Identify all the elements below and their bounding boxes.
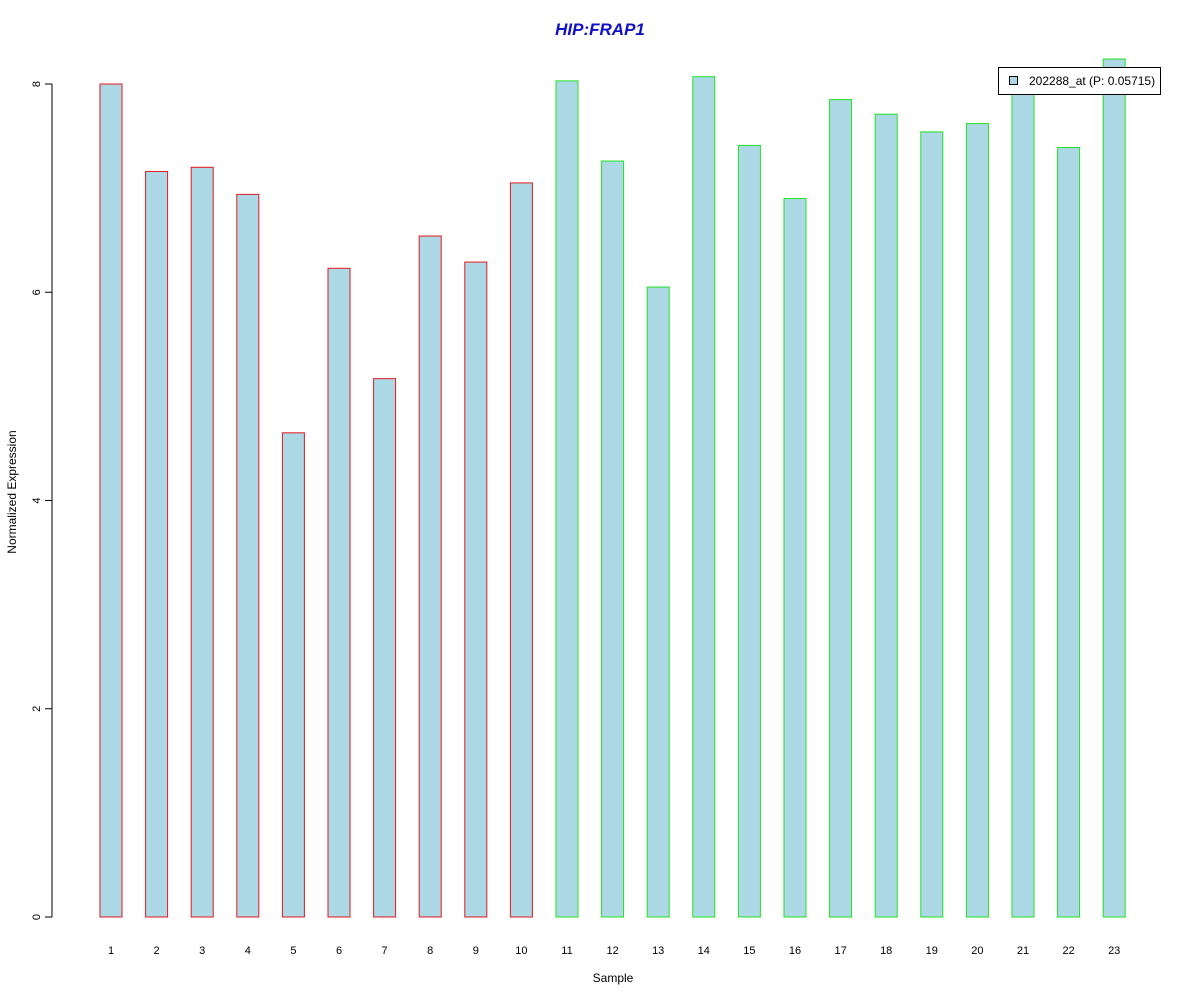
- x-tick-label: 23: [1108, 945, 1120, 957]
- bar-sample-12: [601, 160, 625, 918]
- x-tick-label: 13: [652, 945, 664, 957]
- y-tick-label: 2: [31, 706, 43, 712]
- x-tick-label: 20: [971, 945, 983, 957]
- bar-sample-5: [281, 432, 305, 918]
- y-tick-label: 4: [31, 497, 43, 503]
- x-tick-label: 12: [606, 945, 618, 957]
- x-tick-label: 3: [199, 945, 205, 957]
- bar-sample-20: [965, 123, 989, 918]
- y-tick-label: 0: [31, 914, 43, 920]
- bar-sample-15: [737, 144, 761, 918]
- bar-sample-18: [874, 113, 898, 918]
- bar-sample-11: [555, 80, 579, 918]
- bar-sample-21: [1011, 93, 1035, 918]
- bar-sample-9: [464, 261, 488, 918]
- x-tick-label: 16: [789, 945, 801, 957]
- x-tick-label: 15: [743, 945, 755, 957]
- bar-sample-7: [373, 378, 397, 918]
- x-tick-label: 10: [515, 945, 527, 957]
- legend-entry: 202288_at (P: 0.05715): [1029, 74, 1156, 88]
- x-tick-label: 14: [698, 945, 710, 957]
- y-axis: 0 2 4 6 8: [31, 81, 53, 920]
- legend-swatch: [1009, 76, 1018, 85]
- x-tick-label: 6: [336, 945, 342, 957]
- x-axis-label: Sample: [592, 971, 634, 985]
- x-tick-label: 9: [473, 945, 479, 957]
- x-tick-label: 22: [1062, 945, 1074, 957]
- x-tick-label: 1: [108, 945, 114, 957]
- bar-sample-14: [692, 76, 716, 918]
- x-tick-label: 19: [926, 945, 938, 957]
- bar-sample-10: [509, 182, 533, 918]
- x-tick-label: 4: [245, 945, 251, 957]
- bar-sample-8: [418, 235, 442, 918]
- bar-sample-6: [327, 267, 351, 918]
- x-tick-label: 2: [154, 945, 160, 957]
- chart-title: HIP:FRAP1: [555, 20, 645, 39]
- bar-sample-13: [646, 286, 670, 918]
- bar-sample-1: [99, 83, 123, 918]
- bar-sample-23: [1102, 58, 1126, 918]
- bar-sample-17: [829, 99, 853, 918]
- y-tick-label: 8: [31, 81, 43, 87]
- x-tick-label: 17: [834, 945, 846, 957]
- bars: [99, 58, 1126, 918]
- x-tick-label: 7: [382, 945, 388, 957]
- x-tick-label: 5: [290, 945, 296, 957]
- bar-sample-2: [145, 170, 169, 918]
- x-tick-labels: 1 2 3 4 5 6 7 8 9 10 11 12 13 14 15 16 17 18 19 20 21 22 23: [108, 945, 1120, 957]
- bar-sample-22: [1057, 147, 1081, 918]
- legend: 202288_at (P: 0.05715): [998, 67, 1161, 95]
- bar-sample-19: [920, 131, 944, 918]
- x-tick-label: 8: [427, 945, 433, 957]
- x-tick-label: 21: [1017, 945, 1029, 957]
- bar-sample-3: [190, 166, 214, 918]
- x-tick-label: 11: [561, 945, 572, 957]
- bar-sample-4: [236, 193, 260, 918]
- bar-sample-16: [783, 198, 807, 918]
- x-tick-label: 18: [880, 945, 892, 957]
- y-tick-label: 6: [31, 289, 43, 295]
- y-axis-label: Normalized Expression: [5, 430, 19, 554]
